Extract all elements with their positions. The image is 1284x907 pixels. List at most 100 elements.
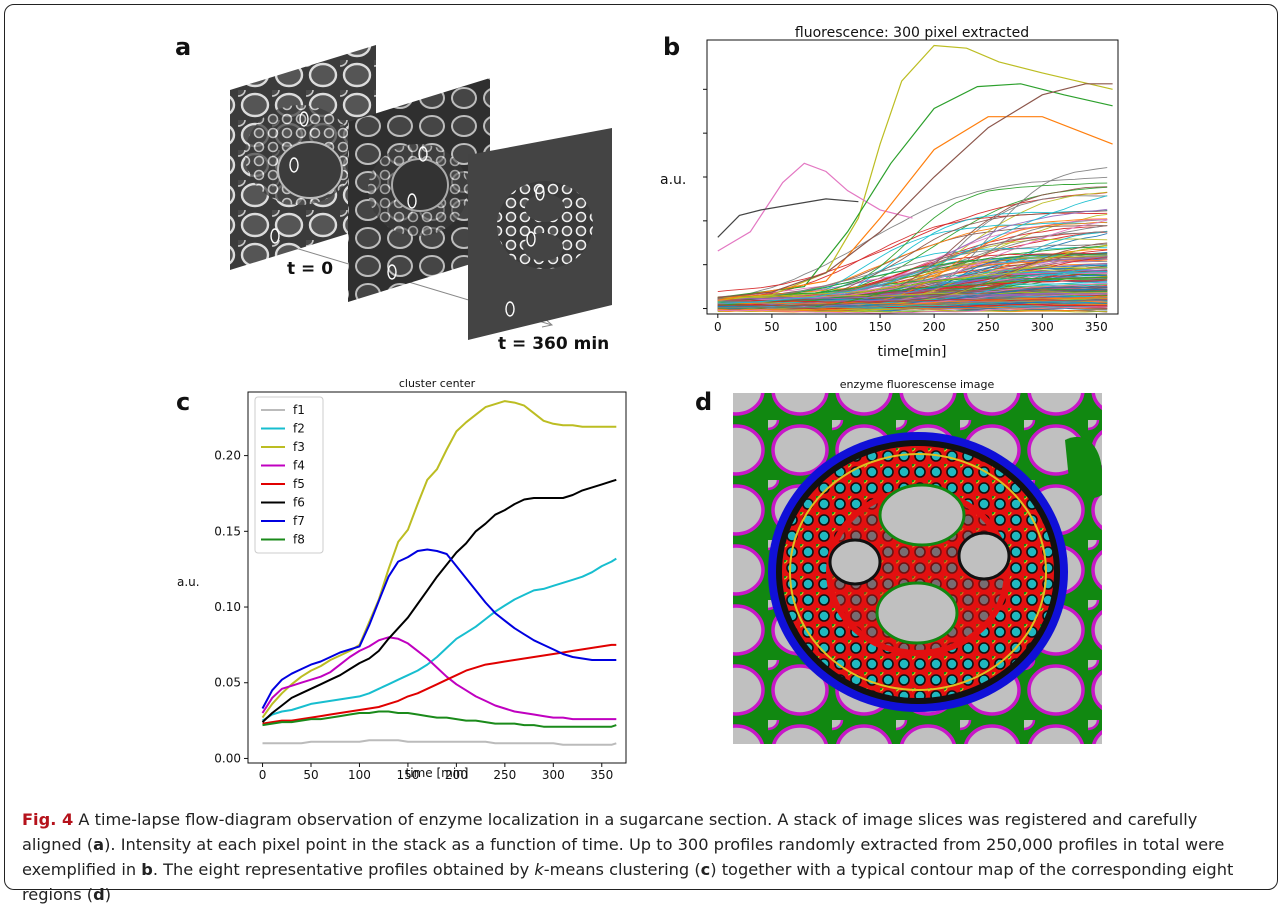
profile-line-highlight (717, 44, 1113, 301)
profile-line (717, 195, 1108, 304)
x-tick-label: 50 (303, 768, 318, 782)
profile-line (717, 243, 1108, 301)
profile-line-highlight (717, 162, 913, 252)
profile-line (717, 259, 1108, 298)
figure-label: Fig. 4 (22, 810, 74, 829)
profile-line (717, 221, 1108, 311)
y-tick-label: 0.00 (214, 751, 241, 765)
chart-b-xlabel: time[min] (878, 344, 947, 360)
chart-b-lines (717, 44, 1113, 314)
caption-text-2: ). Intensity at each pixel point in the … (22, 835, 1225, 879)
series-line-f3 (261, 400, 617, 719)
chart-cluster-center: cluster center a.u. time [min] 0 50 100 150… (177, 377, 627, 782)
x-tick-label: 350 (1085, 320, 1108, 334)
profile-line (717, 291, 1108, 299)
profile-line (717, 253, 1108, 304)
legend-label-f8: f8 (293, 533, 305, 547)
figure-canvas: a (175, 25, 1119, 782)
t360-label: t = 360 min (498, 334, 609, 354)
chart-c-ylabel: a.u. (177, 575, 200, 589)
legend-label-f7: f7 (293, 514, 305, 528)
caption-text-6: ) (104, 885, 112, 904)
profile-line (717, 299, 1108, 303)
profile-line-highlight (717, 83, 1113, 299)
legend-box (254, 396, 324, 554)
t0-label: t = 0 (287, 259, 333, 279)
series-line-f2 (261, 557, 617, 722)
x-tick-label: 300 (542, 768, 565, 782)
caption-k: k (534, 860, 544, 879)
profile-line (717, 271, 1108, 304)
y-tick-label: 0.10 (214, 600, 241, 614)
caption-text-1: A time-lapse flow-diagram observation of… (22, 810, 1198, 854)
y-tick-label: 0.05 (214, 676, 241, 690)
x-tick-label: 0 (259, 768, 267, 782)
x-tick-label: 250 (493, 768, 516, 782)
caption-ref-a: a (93, 835, 105, 854)
legend-label-f5: f5 (293, 477, 305, 491)
image-slice-t0 (230, 45, 376, 270)
series-line-f1 (262, 739, 617, 746)
x-tick-label: 350 (590, 768, 613, 782)
chart-c-ticks: 0 50 100 150 200 250 300 350 0.00 0.05 0.10 0.15 0.2… (214, 449, 613, 782)
y-tick-label: 0.15 (214, 524, 241, 538)
x-tick-label: 100 (348, 768, 371, 782)
profile-line-highlight (717, 83, 1113, 299)
x-tick-label: 100 (815, 320, 838, 334)
profile-line (717, 242, 1108, 307)
legend-label-f3: f3 (293, 440, 305, 454)
y-tick-label: 0.20 (214, 449, 241, 463)
chart-b-ylabel: a.u. (660, 172, 686, 188)
x-tick-label: 150 (396, 768, 419, 782)
panel-label-a: a (175, 33, 191, 61)
chart-c-lines (261, 400, 617, 746)
profile-line (717, 299, 1108, 309)
chart-c-legend: f1 f2 f3 f4 f5 f6 f7 f8 (254, 396, 324, 554)
profile-line (717, 267, 1108, 299)
chart-b-title: fluorescence: 300 pixel extracted (795, 25, 1029, 41)
x-tick-label: 50 (764, 320, 779, 334)
enzyme-contour-map (733, 393, 1102, 744)
panel-label-b: b (663, 33, 680, 61)
panel-label-d: d (695, 388, 712, 416)
legend-label-f6: f6 (293, 496, 305, 510)
series-line-f6 (261, 478, 617, 723)
profile-line (717, 300, 1108, 305)
figure-frame (4, 4, 1278, 890)
profile-line (717, 306, 1108, 314)
series-line-f5 (262, 643, 617, 725)
profile-line (717, 277, 1108, 309)
x-tick-label: 0 (714, 320, 722, 334)
panel-d-title: enzyme fluorescense image (840, 378, 995, 391)
series-line-f4 (261, 636, 617, 721)
caption-ref-b: b (141, 860, 153, 879)
profile-line-highlight (717, 198, 859, 238)
chart-c-title: cluster center (399, 377, 476, 390)
image-slice-middle (348, 78, 490, 302)
series-line-f8 (262, 710, 617, 728)
profile-line (717, 176, 1108, 300)
profile-line (717, 276, 1108, 306)
caption-text-4: -means clustering ( (543, 860, 701, 879)
series-line-f7 (261, 548, 617, 709)
profile-line-highlight (717, 116, 1113, 301)
profile-line (717, 292, 1108, 300)
x-tick-label: 250 (977, 320, 1000, 334)
chart-fluorescence-profiles: fluorescence: 300 pixel extracted a.u. t… (660, 25, 1119, 360)
figure-caption: Fig. 4 A time-lapse flow-diagram observa… (22, 807, 1262, 907)
chart-c-xlabel: time [min] (406, 766, 469, 780)
x-tick-label: 200 (445, 768, 468, 782)
chart-b-ticks: 0 50 100 150 200 250 300 350 (703, 88, 1108, 334)
legend-label-f4: f4 (293, 459, 305, 473)
legend-label-f2: f2 (293, 422, 305, 436)
chart-c-frame (247, 391, 627, 764)
legend-label-f1: f1 (293, 403, 305, 417)
caption-ref-c: c (700, 860, 711, 879)
caption-ref-d: d (93, 885, 105, 904)
panel-label-c: c (176, 388, 190, 416)
caption-text-3: . The eight representative profiles obta… (152, 860, 535, 879)
image-slice-t360 (468, 128, 612, 340)
profile-line (717, 302, 1108, 307)
image-stack: t = 0 t = 360 min (230, 45, 612, 354)
x-tick-label: 200 (923, 320, 946, 334)
